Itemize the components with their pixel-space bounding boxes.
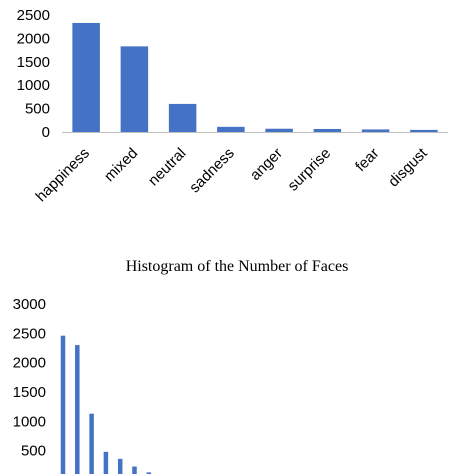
y-tick-label: 3000 [13, 296, 46, 313]
y-tick-label: 500 [25, 101, 50, 118]
bar-sadness [217, 126, 245, 132]
y-tick-label: 2500 [17, 7, 50, 24]
bar-anger [265, 128, 293, 132]
bars [60, 335, 152, 474]
faces-histogram-chart: Histogram of the Number of Faces 500 1000… [13, 258, 349, 474]
x-tick-label: disgust [385, 144, 431, 190]
emotion-bar-chart: 0 500 1000 1500 2000 2500 happiness mixed neutr… [17, 7, 448, 205]
y-tick-label: 1500 [17, 54, 50, 71]
histogram-bar [117, 458, 123, 474]
y-tick-label: 2500 [13, 325, 46, 342]
bars [72, 22, 438, 132]
bar-surprise [313, 128, 342, 132]
y-tick-label: 0 [42, 124, 50, 141]
histogram-bar [132, 466, 137, 474]
x-tick-label: neutral [145, 145, 189, 189]
histogram-bar [146, 472, 152, 474]
y-tick-label: 500 [21, 443, 46, 460]
bar-neutral [168, 103, 197, 132]
bar-mixed [120, 46, 149, 132]
bar-disgust [410, 129, 438, 132]
bar-happiness [72, 22, 100, 132]
y-axis-ticks: 0 500 1000 1500 2000 2500 [17, 7, 50, 141]
y-tick-label: 1000 [13, 413, 46, 430]
y-axis-ticks: 500 1000 1500 2000 2500 3000 [13, 296, 46, 460]
x-tick-label: mixed [101, 145, 141, 185]
x-tick-label: happiness [33, 145, 93, 205]
histogram-bar [103, 451, 109, 474]
y-tick-label: 2000 [13, 355, 46, 372]
histogram-bar [89, 413, 94, 474]
x-tick-label: sadness [186, 145, 238, 197]
x-tick-label: anger [247, 145, 286, 184]
x-tick-label: fear [352, 145, 382, 175]
y-tick-label: 1000 [17, 77, 50, 94]
x-tick-label: surprise [284, 145, 334, 195]
bar-fear [361, 129, 390, 132]
histogram-bar [75, 345, 80, 474]
y-tick-label: 1500 [13, 384, 46, 401]
y-tick-label: 2000 [17, 30, 50, 47]
chart-title: Histogram of the Number of Faces [126, 258, 349, 275]
histogram-bar [60, 335, 66, 474]
